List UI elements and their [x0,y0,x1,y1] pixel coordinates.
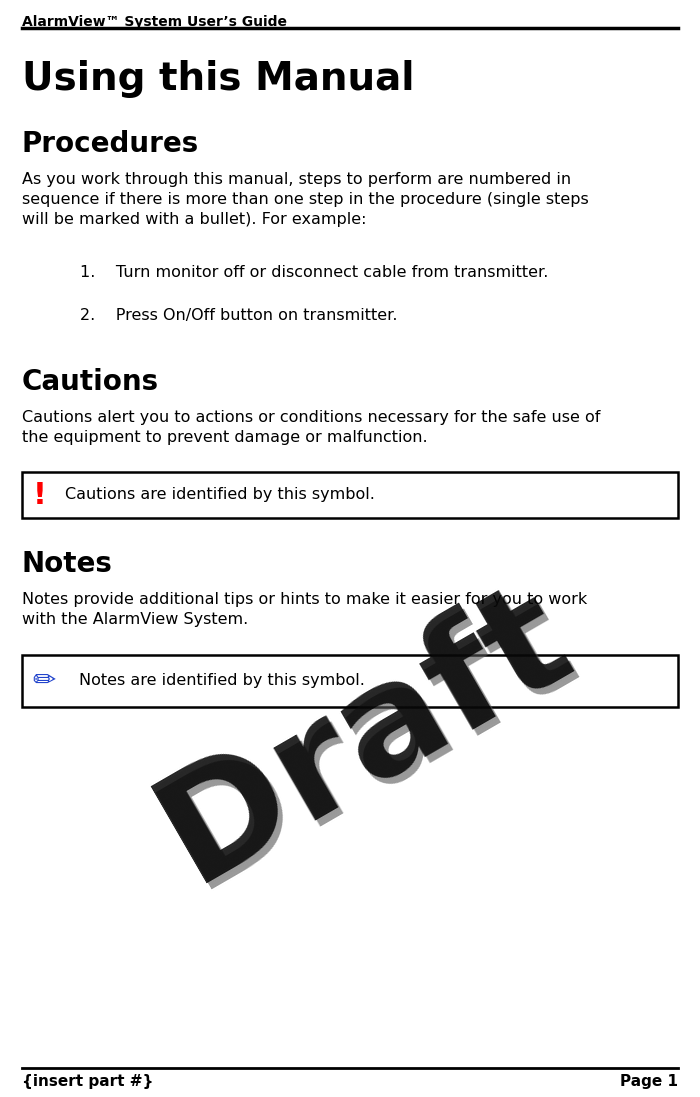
Text: !: ! [33,480,47,509]
Text: Procedures: Procedures [22,131,200,158]
Text: ✏: ✏ [32,667,55,695]
Text: Notes: Notes [22,550,113,578]
Text: 2.    Press On/Off button on transmitter.: 2. Press On/Off button on transmitter. [80,308,398,323]
Text: Cautions alert you to actions or conditions necessary for the safe use of
the eq: Cautions alert you to actions or conditi… [22,410,601,444]
Text: 1.    Turn monitor off or disconnect cable from transmitter.: 1. Turn monitor off or disconnect cable … [80,265,548,280]
Text: Notes are identified by this symbol.: Notes are identified by this symbol. [79,674,365,689]
Text: Cautions: Cautions [22,367,159,396]
Bar [22,655,678,706]
Text: Draft: Draft [139,565,598,917]
Text: Page 1: Page 1 [620,1074,678,1089]
Text: Draft: Draft [134,559,594,911]
Text: As you work through this manual, steps to perform are numbered in
sequence if th: As you work through this manual, steps t… [22,172,589,227]
Text: {insert part #}: {insert part #} [22,1074,153,1089]
Text: Cautions are identified by this symbol.: Cautions are identified by this symbol. [65,487,375,502]
Bar [22,472,678,518]
Text: AlarmView™ System User’s Guide: AlarmView™ System User’s Guide [22,15,287,29]
Text: Using this Manual: Using this Manual [22,60,414,98]
Text: Notes provide additional tips or hints to make it easier for you to work
with th: Notes provide additional tips or hints t… [22,592,587,626]
